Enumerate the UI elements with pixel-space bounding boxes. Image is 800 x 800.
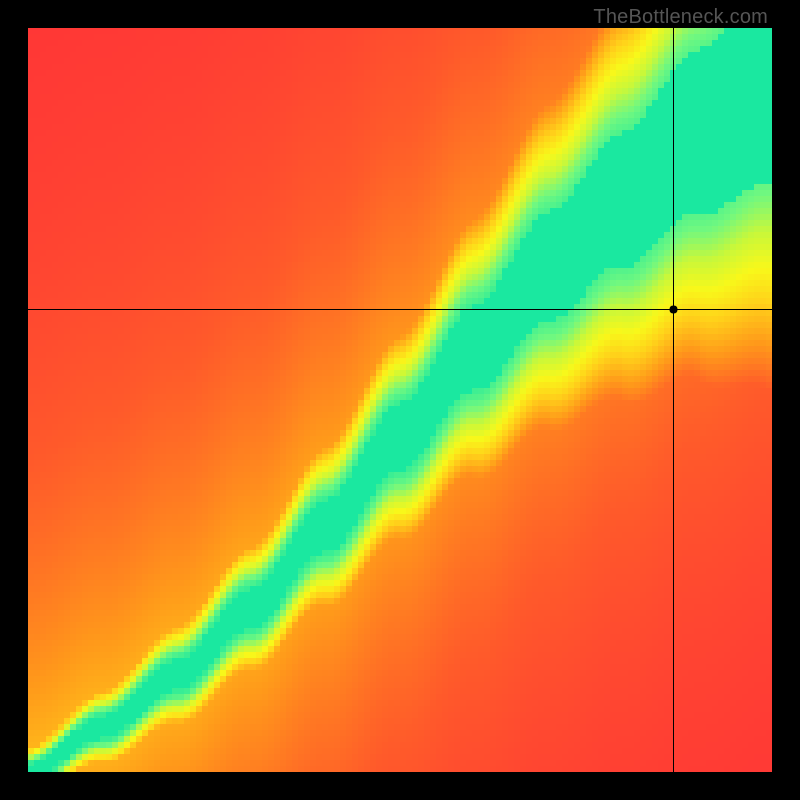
chart-container: TheBottleneck.com <box>0 0 800 800</box>
bottleneck-heatmap <box>28 28 772 772</box>
watermark-text: TheBottleneck.com <box>593 6 768 29</box>
